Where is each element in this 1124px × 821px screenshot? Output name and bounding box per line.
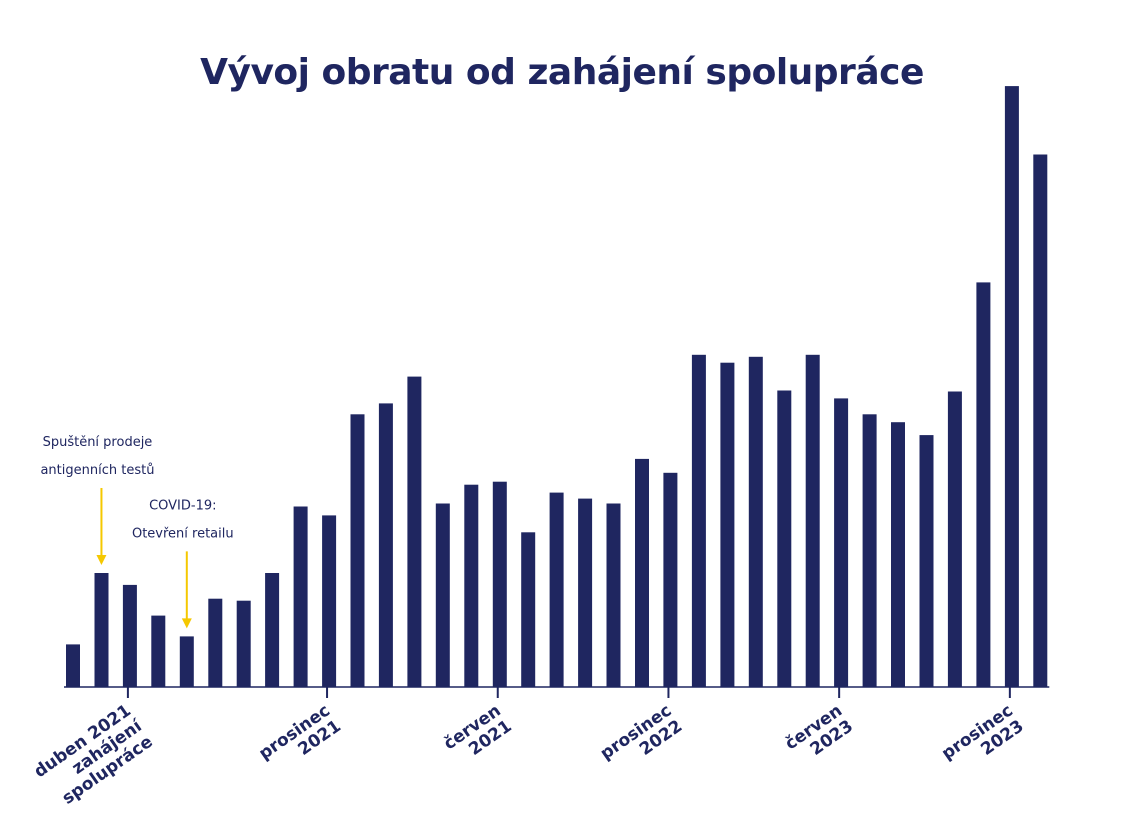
bar (606, 503, 621, 687)
bar (578, 498, 593, 687)
bar (635, 458, 649, 687)
bar (862, 414, 877, 687)
bar (748, 356, 763, 687)
bar (663, 472, 678, 687)
annotation-text: Otevření retailu (132, 526, 234, 541)
bar (293, 506, 308, 687)
bar (66, 644, 80, 687)
annotation-text: COVID-19: (149, 498, 216, 513)
annotation: COVID-19: Otevření retailu (132, 498, 234, 629)
bar (179, 636, 194, 687)
chart-title: Vývoj obratu od zahájení spolupráce (200, 52, 924, 93)
bar (919, 435, 934, 687)
bar (947, 391, 962, 687)
bar (834, 398, 849, 687)
bar (265, 573, 280, 687)
bar (521, 532, 536, 687)
bar (208, 598, 223, 687)
bar (122, 584, 137, 687)
bar (236, 600, 251, 687)
annotation: Spuštění prodeje antigenních testů (40, 435, 154, 565)
annotation-arrow-head (181, 618, 192, 629)
bar (407, 376, 422, 687)
bar (435, 503, 450, 687)
bar (976, 282, 991, 687)
annotation-text: Spuštění prodeje (43, 435, 153, 450)
bar (891, 422, 905, 687)
bar (94, 573, 109, 687)
bar-series (66, 86, 1048, 688)
bar (805, 354, 820, 687)
bar (350, 414, 365, 687)
annotations: Spuštění prodeje antigenních testů COVID-1… (40, 435, 234, 629)
bar (1004, 86, 1019, 688)
bar (151, 615, 166, 687)
annotation-arrow-head (96, 554, 107, 565)
bar (378, 403, 393, 687)
annotation-text: antigenních testů (40, 463, 154, 478)
bar (720, 362, 735, 687)
bar (691, 354, 706, 687)
bar (464, 484, 479, 687)
bar (492, 481, 507, 687)
bar (1033, 154, 1048, 687)
bar (322, 515, 337, 687)
bar (549, 492, 564, 687)
bar (777, 390, 792, 687)
